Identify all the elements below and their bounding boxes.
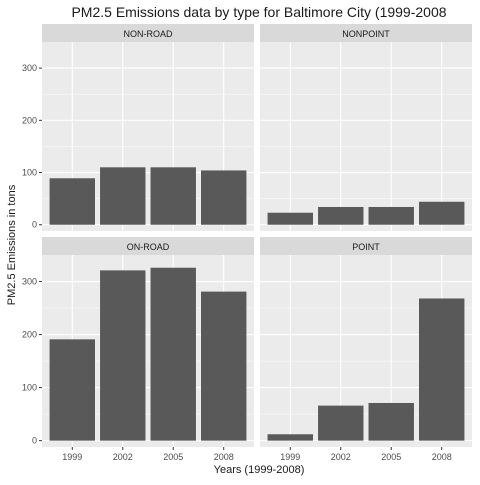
x-tick-label: 2002	[331, 452, 351, 462]
bar-1999	[267, 434, 313, 441]
facet-non-road: NON-ROAD 0 100 200 300	[22, 24, 254, 231]
y-tick-label: 300	[22, 277, 37, 287]
bar-2005	[368, 402, 414, 441]
bar-2008	[201, 170, 247, 225]
bar-2005	[368, 206, 414, 225]
bar-2005	[150, 267, 196, 441]
bar-2008	[419, 201, 465, 225]
facet-panels: NON-ROAD 0 100 200 300 NONPOINT ON-ROAD 0 100 200…	[22, 24, 472, 462]
bar-2002	[100, 167, 146, 225]
y-tick-label: 0	[32, 436, 37, 446]
facet-strip	[260, 24, 472, 42]
facet-strip	[260, 237, 472, 255]
bar-2008	[201, 291, 247, 441]
x-tick-label: 2002	[113, 452, 133, 462]
y-tick-label: 200	[22, 115, 37, 125]
facet-strip-label: NON-ROAD	[124, 29, 173, 39]
y-axis-label: PM2.5 Emissions in tons	[6, 184, 18, 305]
facet-panel-background	[260, 42, 472, 231]
facet-strip	[42, 237, 254, 255]
bar-2002	[100, 270, 146, 441]
y-tick-label: 300	[22, 63, 37, 73]
x-tick-label: 2005	[163, 452, 183, 462]
x-tick-label: 1999	[280, 452, 300, 462]
chart-title: PM2.5 Emissions data by type for Baltimo…	[71, 4, 446, 20]
facet-on-road: ON-ROAD 0 100 200 300 1999 2002 2005 2008	[22, 237, 254, 462]
y-tick-label: 100	[22, 168, 37, 178]
bar-2002	[318, 405, 364, 441]
bar-2002	[318, 206, 364, 225]
facet-strip-label: NONPOINT	[342, 29, 390, 39]
x-tick-label: 2008	[214, 452, 234, 462]
x-tick-label: 2008	[432, 452, 452, 462]
y-tick-label: 200	[22, 330, 37, 340]
facet-strip	[42, 24, 254, 42]
facet-nonpoint: NONPOINT	[260, 24, 472, 231]
bar-2005	[150, 167, 196, 225]
facet-strip-label: ON-ROAD	[127, 242, 170, 252]
x-tick-label: 1999	[62, 452, 82, 462]
x-tick-label: 2005	[381, 452, 401, 462]
y-tick-label: 100	[22, 383, 37, 393]
bar-1999	[49, 178, 95, 225]
bar-2008	[419, 298, 465, 441]
facet-point: POINT 1999 2002 2005 2008	[260, 237, 472, 462]
facet-strip-label: POINT	[352, 242, 380, 252]
y-tick-label: 0	[32, 220, 37, 230]
bar-1999	[49, 339, 95, 441]
x-axis-label: Years (1999-2008)	[214, 464, 305, 476]
bar-1999	[267, 212, 313, 225]
